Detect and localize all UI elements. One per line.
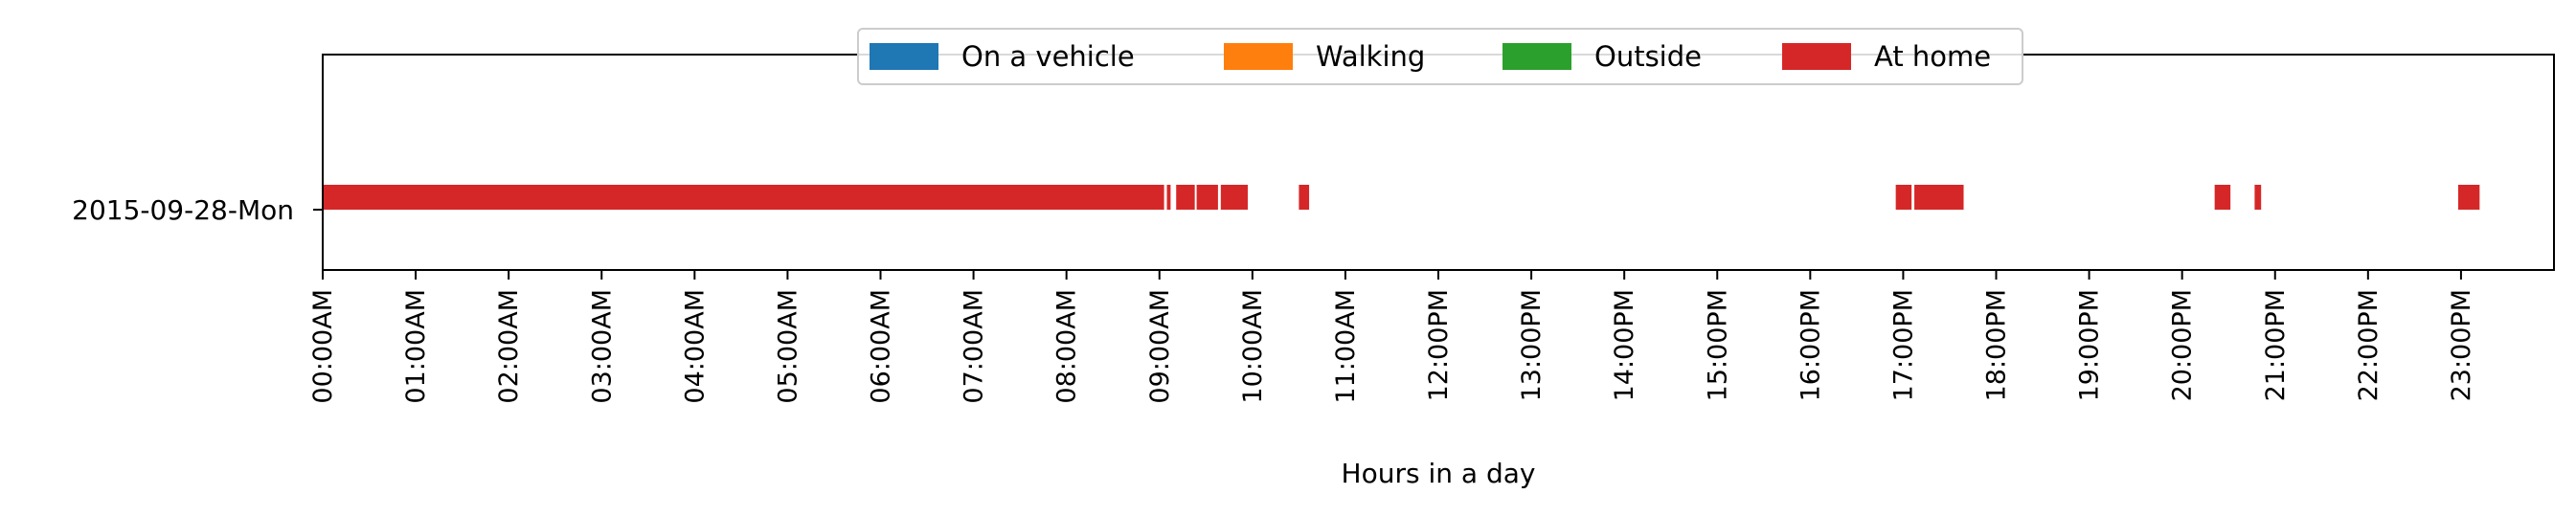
x-tick-label: 05:00AM — [773, 289, 802, 404]
x-tick-label: 16:00PM — [1796, 289, 1825, 401]
x-tick-label: 08:00AM — [1052, 289, 1082, 404]
legend-swatch — [1503, 43, 1571, 70]
x-tick-label: 11:00AM — [1331, 289, 1361, 404]
x-tick-label: 03:00AM — [587, 289, 617, 404]
legend: On a vehicle Walking Outside At home — [857, 28, 2023, 85]
activity-bar-at-home — [1914, 185, 1964, 210]
x-tick-label: 19:00PM — [2075, 289, 2105, 401]
activity-bar-at-home — [1166, 185, 1171, 210]
activity-bar-at-home — [1220, 185, 1248, 210]
activity-bar-at-home — [2254, 185, 2262, 210]
activity-bar-at-home — [1895, 185, 1912, 210]
x-tick-label: 15:00PM — [1703, 289, 1732, 401]
x-tick-label: 07:00AM — [960, 289, 989, 404]
activity-bar-at-home — [2458, 185, 2480, 210]
legend-label: Walking — [1316, 40, 1425, 73]
x-tick-label: 04:00AM — [680, 289, 710, 404]
legend-label: On a vehicle — [961, 40, 1135, 73]
x-tick-label: 10:00AM — [1238, 289, 1268, 404]
x-tick-label: 22:00PM — [2354, 289, 2384, 401]
x-tick-label: 01:00AM — [401, 289, 431, 404]
legend-label: Outside — [1594, 40, 1702, 73]
x-tick-label: 13:00PM — [1517, 289, 1547, 401]
y-axis: 2015-09-28-Mon — [72, 194, 323, 226]
x-tick-label: 17:00PM — [1888, 289, 1918, 401]
legend-frame — [857, 28, 2023, 85]
y-tick-label: 2015-09-28-Mon — [72, 194, 294, 226]
bars-layer — [323, 185, 2480, 210]
x-tick-label: 02:00AM — [494, 289, 524, 404]
activity-bar-at-home — [2214, 185, 2231, 210]
legend-swatch — [1224, 43, 1293, 70]
activity-bar-at-home — [1299, 185, 1310, 210]
x-tick-label: 21:00PM — [2261, 289, 2291, 401]
x-tick-label: 00:00AM — [308, 289, 338, 404]
x-axis: 00:00AM 01:00AM 02:00AM 03:00AM 04:00AM 05:00… — [308, 270, 2476, 404]
x-tick-label: 06:00AM — [867, 289, 896, 404]
legend-swatch — [1782, 43, 1851, 70]
activity-bar-at-home — [323, 185, 1164, 210]
activity-bar-at-home — [1196, 185, 1218, 210]
x-tick-label: 20:00PM — [2168, 289, 2198, 401]
activity-bar-at-home — [1176, 185, 1195, 210]
x-tick-label: 18:00PM — [1982, 289, 2012, 401]
x-tick-label: 14:00PM — [1610, 289, 1639, 401]
x-tick-label: 09:00AM — [1145, 289, 1175, 404]
legend-swatch — [870, 43, 938, 70]
x-axis-label: Hours in a day — [1342, 458, 1536, 489]
x-tick-label: 12:00PM — [1424, 289, 1454, 401]
legend-label: At home — [1874, 40, 1991, 73]
x-tick-label: 23:00PM — [2447, 289, 2476, 401]
